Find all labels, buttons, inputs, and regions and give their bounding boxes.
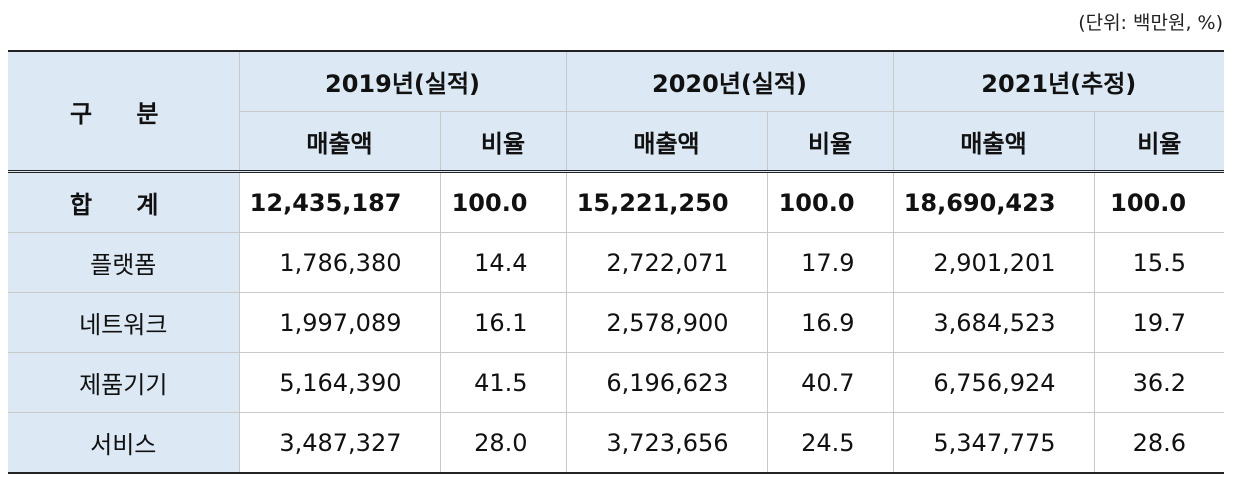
sub-header: 비율 bbox=[766, 111, 894, 173]
table-cell: 16.1 bbox=[439, 292, 567, 353]
sales-table: 구 분 2019년(실적) 2020년(실적) 2021년(추정) 매출액 비율… bbox=[8, 50, 1225, 474]
sub-header: 매출액 bbox=[892, 111, 1095, 173]
table-cell: 36.2 bbox=[1093, 352, 1225, 413]
sub-header: 비율 bbox=[1093, 111, 1225, 173]
sub-header: 비율 bbox=[439, 111, 567, 173]
row-label: 네트워크 bbox=[8, 292, 240, 353]
table-cell: 6,756,924 bbox=[892, 352, 1095, 413]
table-cell: 17.9 bbox=[766, 232, 894, 293]
row-label: 플랫폼 bbox=[8, 232, 240, 293]
table-cell: 18,690,423 bbox=[892, 171, 1095, 233]
table-cell: 1,786,380 bbox=[238, 232, 441, 293]
table-cell: 1,997,089 bbox=[238, 292, 441, 353]
table-row-total: 합 계 12,435,187 100.0 15,221,250 100.0 18… bbox=[8, 171, 1225, 233]
sub-header: 매출액 bbox=[565, 111, 768, 173]
unit-note: (단위: 백만원, %) bbox=[1078, 12, 1223, 34]
table-cell: 100.0 bbox=[1093, 171, 1225, 233]
table-row: 플랫폼 1,786,380 14.4 2,722,071 17.9 2,901,… bbox=[8, 232, 1225, 293]
table-cell: 5,347,775 bbox=[892, 412, 1095, 474]
table-cell: 3,684,523 bbox=[892, 292, 1095, 353]
table-row: 제품기기 5,164,390 41.5 6,196,623 40.7 6,756… bbox=[8, 352, 1225, 413]
header-row-years: 구 분 2019년(실적) 2020년(실적) 2021년(추정) bbox=[8, 50, 1225, 173]
table-cell: 15,221,250 bbox=[565, 171, 768, 233]
row-label: 서비스 bbox=[8, 412, 240, 474]
table-cell: 12,435,187 bbox=[238, 171, 441, 233]
year-header: 2020년(실적) bbox=[565, 50, 894, 112]
table-cell: 24.5 bbox=[766, 412, 894, 474]
corner-header: 구 분 bbox=[8, 50, 240, 173]
sub-header: 매출액 bbox=[239, 111, 441, 173]
table-cell: 100.0 bbox=[766, 171, 894, 233]
table-cell: 2,578,900 bbox=[565, 292, 768, 353]
year-header: 2021년(추정) bbox=[892, 50, 1225, 112]
header-row-metrics: 매출액 비율 매출액 비율 매출액 비율 bbox=[8, 111, 1225, 173]
table-cell: 2,901,201 bbox=[892, 232, 1095, 293]
table-cell: 40.7 bbox=[766, 352, 894, 413]
table-cell: 100.0 bbox=[439, 171, 567, 233]
table-cell: 6,196,623 bbox=[565, 352, 768, 413]
table-cell: 19.7 bbox=[1093, 292, 1225, 353]
table-cell: 15.5 bbox=[1093, 232, 1225, 293]
row-label: 제품기기 bbox=[8, 352, 240, 413]
table-cell: 14.4 bbox=[439, 232, 567, 293]
table-cell: 28.0 bbox=[439, 412, 567, 474]
table-cell: 28.6 bbox=[1093, 412, 1225, 474]
year-header: 2019년(실적) bbox=[238, 50, 567, 112]
table-cell: 16.9 bbox=[766, 292, 894, 353]
table-cell: 2,722,071 bbox=[565, 232, 768, 293]
table-cell: 41.5 bbox=[439, 352, 567, 413]
table-row: 네트워크 1,997,089 16.1 2,578,900 16.9 3,684… bbox=[8, 292, 1225, 353]
table-cell: 5,164,390 bbox=[238, 352, 441, 413]
table-cell: 3,723,656 bbox=[565, 412, 768, 474]
table-row: 서비스 3,487,327 28.0 3,723,656 24.5 5,347,… bbox=[8, 412, 1225, 474]
row-label: 합 계 bbox=[8, 171, 240, 233]
table-cell: 3,487,327 bbox=[238, 412, 441, 474]
